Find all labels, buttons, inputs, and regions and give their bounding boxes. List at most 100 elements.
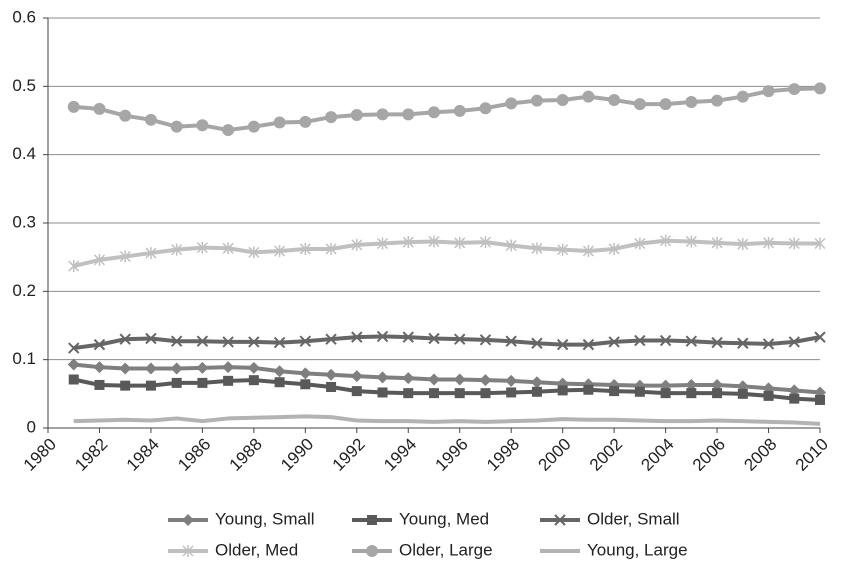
data-point — [736, 90, 749, 103]
data-point — [660, 388, 671, 399]
data-point — [608, 94, 621, 106]
data-point — [93, 338, 106, 351]
data-point — [480, 388, 491, 399]
data-point — [531, 386, 542, 397]
data-point — [196, 335, 209, 347]
data-point — [531, 242, 543, 255]
data-point — [247, 120, 260, 133]
data-point — [556, 94, 569, 106]
series-line — [73, 377, 821, 402]
data-point — [93, 361, 106, 374]
data-point — [505, 239, 517, 252]
data-point — [428, 373, 440, 386]
data-point — [428, 106, 440, 119]
data-point — [505, 374, 518, 387]
data-point — [119, 362, 132, 375]
data-point — [68, 260, 80, 273]
data-point — [171, 377, 182, 388]
data-point — [325, 333, 337, 345]
data-point — [170, 120, 183, 133]
data-point — [454, 236, 466, 249]
data-point — [815, 394, 825, 405]
data-point — [350, 109, 363, 122]
data-point — [300, 379, 311, 390]
y-tick-label: 0.5 — [12, 76, 36, 95]
data-point — [299, 367, 312, 380]
data-point — [67, 358, 80, 371]
data-point — [273, 336, 286, 349]
data-point — [788, 384, 801, 397]
x-tick-label: 1994 — [380, 435, 420, 475]
data-point — [248, 375, 259, 386]
data-point — [479, 236, 491, 249]
data-point — [247, 361, 260, 374]
data-point — [453, 373, 466, 386]
y-tick-label: 0.6 — [12, 7, 36, 26]
y-tick-label: 0.3 — [12, 212, 36, 231]
data-point — [196, 361, 209, 374]
data-point — [659, 98, 672, 111]
data-point — [608, 336, 620, 348]
data-point — [505, 335, 517, 347]
x-tick-label: 1984 — [123, 435, 163, 475]
data-point — [633, 98, 646, 111]
data-point — [557, 243, 569, 256]
x-tick-label: 2000 — [534, 435, 574, 475]
data-point — [762, 85, 775, 98]
data-point — [609, 386, 620, 397]
legend-label: Young, Med — [399, 509, 489, 528]
data-point — [557, 385, 568, 396]
data-point — [454, 333, 466, 345]
legend-marker — [367, 515, 377, 525]
data-point — [351, 386, 362, 397]
data-point — [634, 386, 645, 397]
data-point — [402, 236, 414, 249]
data-point — [660, 234, 672, 247]
data-point — [222, 242, 234, 255]
x-tick-label: 1998 — [483, 435, 523, 475]
data-point — [789, 393, 800, 404]
data-point — [685, 235, 697, 248]
data-point — [68, 374, 79, 385]
data-point — [686, 388, 697, 399]
data-point — [479, 102, 492, 115]
data-point — [788, 336, 800, 348]
data-point — [582, 90, 595, 103]
x-tick-label: 1990 — [277, 435, 317, 475]
data-point — [326, 382, 337, 392]
data-point — [248, 246, 260, 259]
data-point — [712, 388, 723, 399]
data-point — [350, 370, 363, 383]
data-point — [93, 102, 106, 115]
data-point — [351, 331, 363, 343]
x-tick-label: 1992 — [329, 435, 369, 475]
legend-item: Young, Med — [352, 509, 489, 528]
data-point — [737, 388, 748, 399]
data-point — [505, 97, 518, 110]
data-point — [506, 387, 517, 398]
data-point — [788, 237, 800, 250]
data-point — [582, 338, 595, 351]
legend-label: Young, Large — [587, 540, 688, 559]
data-point — [531, 337, 543, 349]
data-point — [762, 338, 775, 350]
data-point — [428, 332, 440, 345]
data-point — [222, 336, 234, 348]
data-point — [402, 108, 415, 121]
data-point — [196, 119, 209, 132]
data-point — [120, 380, 131, 391]
y-tick-label: 0 — [27, 417, 36, 436]
series-line — [73, 238, 820, 268]
data-point — [711, 236, 723, 249]
data-point — [583, 384, 594, 395]
data-point — [454, 388, 465, 399]
data-point — [659, 334, 672, 347]
data-point — [711, 378, 724, 391]
data-point — [556, 338, 569, 351]
data-point — [711, 336, 723, 349]
x-tick-label: 2008 — [740, 435, 780, 475]
series-line — [73, 362, 821, 395]
x-tick-label: 1982 — [71, 435, 111, 475]
data-point — [377, 237, 389, 250]
